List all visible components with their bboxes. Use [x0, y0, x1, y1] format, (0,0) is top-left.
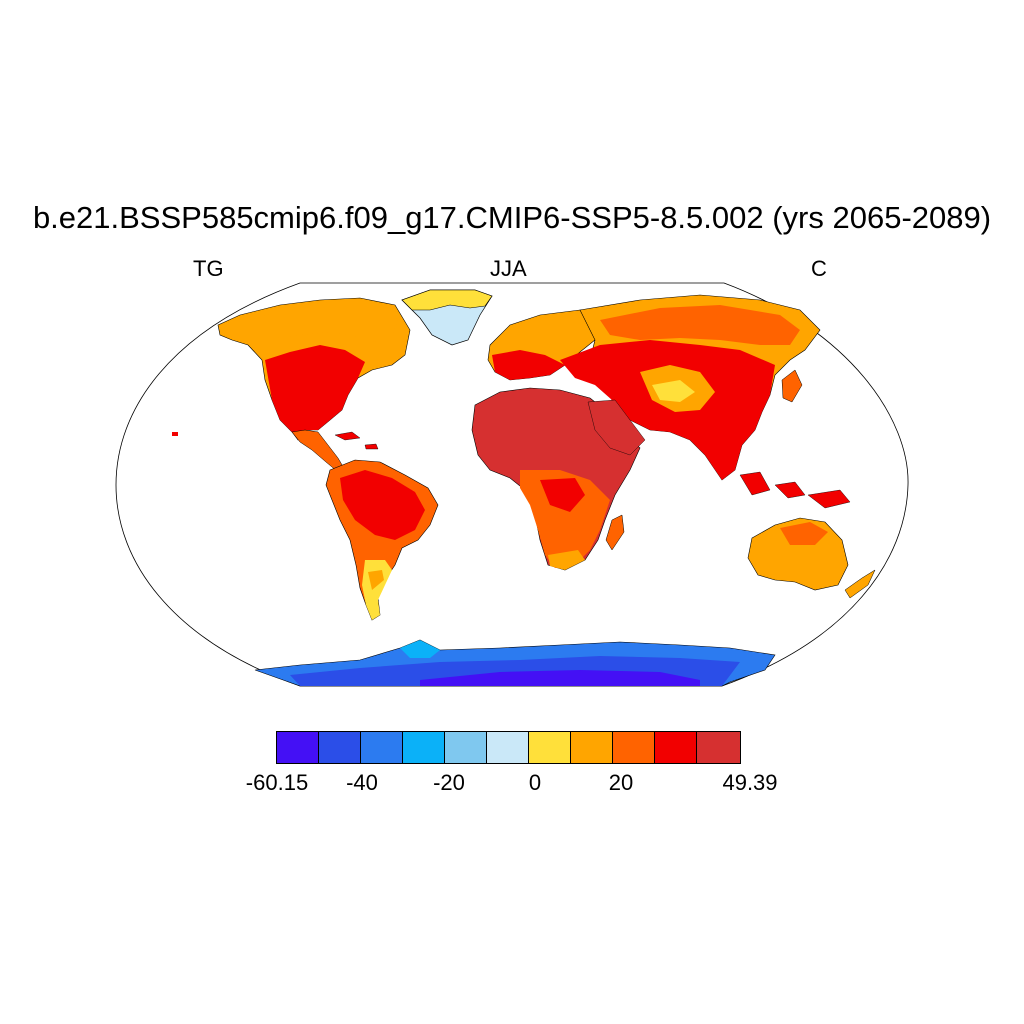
colorbar-swatch-5: [445, 732, 487, 763]
new-zealand: [844, 569, 876, 599]
colorbar-swatch-10: [655, 732, 697, 763]
colorbar-swatch-9: [613, 732, 655, 763]
greenland-coast: [401, 289, 493, 311]
south-america-hot: [340, 470, 425, 540]
africa-south: [520, 470, 610, 568]
units-label: C: [811, 256, 827, 281]
variable-label: TG: [193, 256, 224, 281]
colorbar-label: -40: [346, 770, 378, 795]
colorbar-swatch-4: [403, 732, 445, 763]
canadian-north: [250, 300, 398, 342]
colorbar-swatch-8: [571, 732, 613, 763]
colorbar-label: -20: [433, 770, 465, 795]
asia-hot: [560, 340, 775, 480]
north-america-hot: [265, 345, 365, 440]
japan: [781, 369, 803, 403]
season-label: JJA: [490, 256, 527, 281]
colorbar-label: 20: [608, 770, 634, 795]
colorbar-label: 0: [528, 770, 542, 795]
madagascar: [605, 514, 625, 551]
map-title: b.e21.BSSP585cmip6.f09_g17.CMIP6-SSP5-8.…: [32, 200, 992, 235]
colorbar-label-max: 49.39: [722, 770, 778, 795]
colorbar-swatch-3: [361, 732, 403, 763]
colorbar-label-min: -60.15: [245, 770, 309, 795]
southeast-asia-islands: [739, 471, 771, 496]
colorbar-swatch-6: [487, 732, 529, 763]
colorbar-swatch-1: [277, 732, 319, 763]
colorbar-swatch-7: [529, 732, 571, 763]
colorbar-swatch-11: [697, 732, 740, 763]
siberia: [600, 305, 800, 345]
colorbar: [276, 731, 741, 764]
arabia: [587, 399, 646, 456]
colorbar-swatch-2: [319, 732, 361, 763]
